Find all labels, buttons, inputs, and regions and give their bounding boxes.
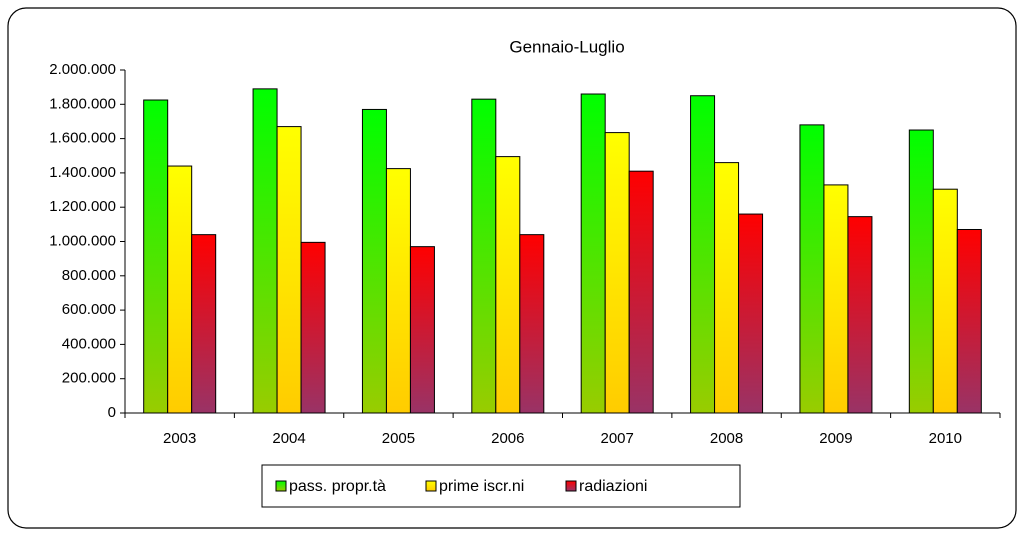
bar [847,216,873,414]
bar [519,234,545,414]
legend-item: prime iscr.ni [425,478,524,495]
y-tick-label: 600.000 [62,301,116,318]
bar [276,126,302,414]
bar [714,162,740,414]
y-tick-label: 400.000 [62,335,116,352]
legend-swatch [275,480,287,492]
bar [167,165,193,414]
bar [495,156,521,414]
y-tick-label: 0 [108,404,116,421]
legend-swatch [565,480,577,492]
bar [799,124,825,414]
legend-label: prime iscr.ni [439,478,524,495]
bar [361,108,387,414]
y-tick-label: 1.400.000 [49,164,116,181]
legend-box [261,464,741,508]
x-tick-label: 2009 [819,430,852,447]
bar [385,168,411,414]
bar [604,132,630,414]
bar [143,99,169,414]
bar [823,184,849,414]
bar [580,93,606,414]
bar [300,241,326,414]
x-tick-label: 2008 [710,430,743,447]
bar [409,246,435,414]
x-tick-label: 2005 [382,430,415,447]
y-tick-label: 1.200.000 [49,198,116,215]
x-tick-label: 2007 [601,430,634,447]
y-tick-label: 1.000.000 [49,232,116,249]
legend-label: radiazioni [579,478,647,495]
y-tick-label: 2.000.000 [49,61,116,78]
x-tick-label: 2010 [929,430,962,447]
legend: pass. propr.tà prime iscr.ni radiazioni [261,464,741,508]
bar [628,170,654,414]
y-tick-label: 200.000 [62,370,116,387]
legend-item: pass. propr.tà [275,478,386,495]
x-tick-label: 2003 [163,430,196,447]
x-tick-label: 2004 [272,430,305,447]
bar [908,129,934,414]
chart-title: Gennaio-Luglio [509,37,624,56]
bar [690,95,716,414]
bar [956,228,982,414]
bar [932,188,958,414]
legend-swatch [425,480,437,492]
bar [471,98,497,414]
legend-label: pass. propr.tà [289,478,386,495]
bar [252,88,278,414]
y-tick-label: 1.800.000 [49,95,116,112]
bar [738,213,764,414]
legend-item: radiazioni [565,478,647,495]
bar [191,234,217,414]
x-tick-label: 2006 [491,430,524,447]
y-tick-label: 1.600.000 [49,130,116,147]
y-tick-label: 800.000 [62,267,116,284]
